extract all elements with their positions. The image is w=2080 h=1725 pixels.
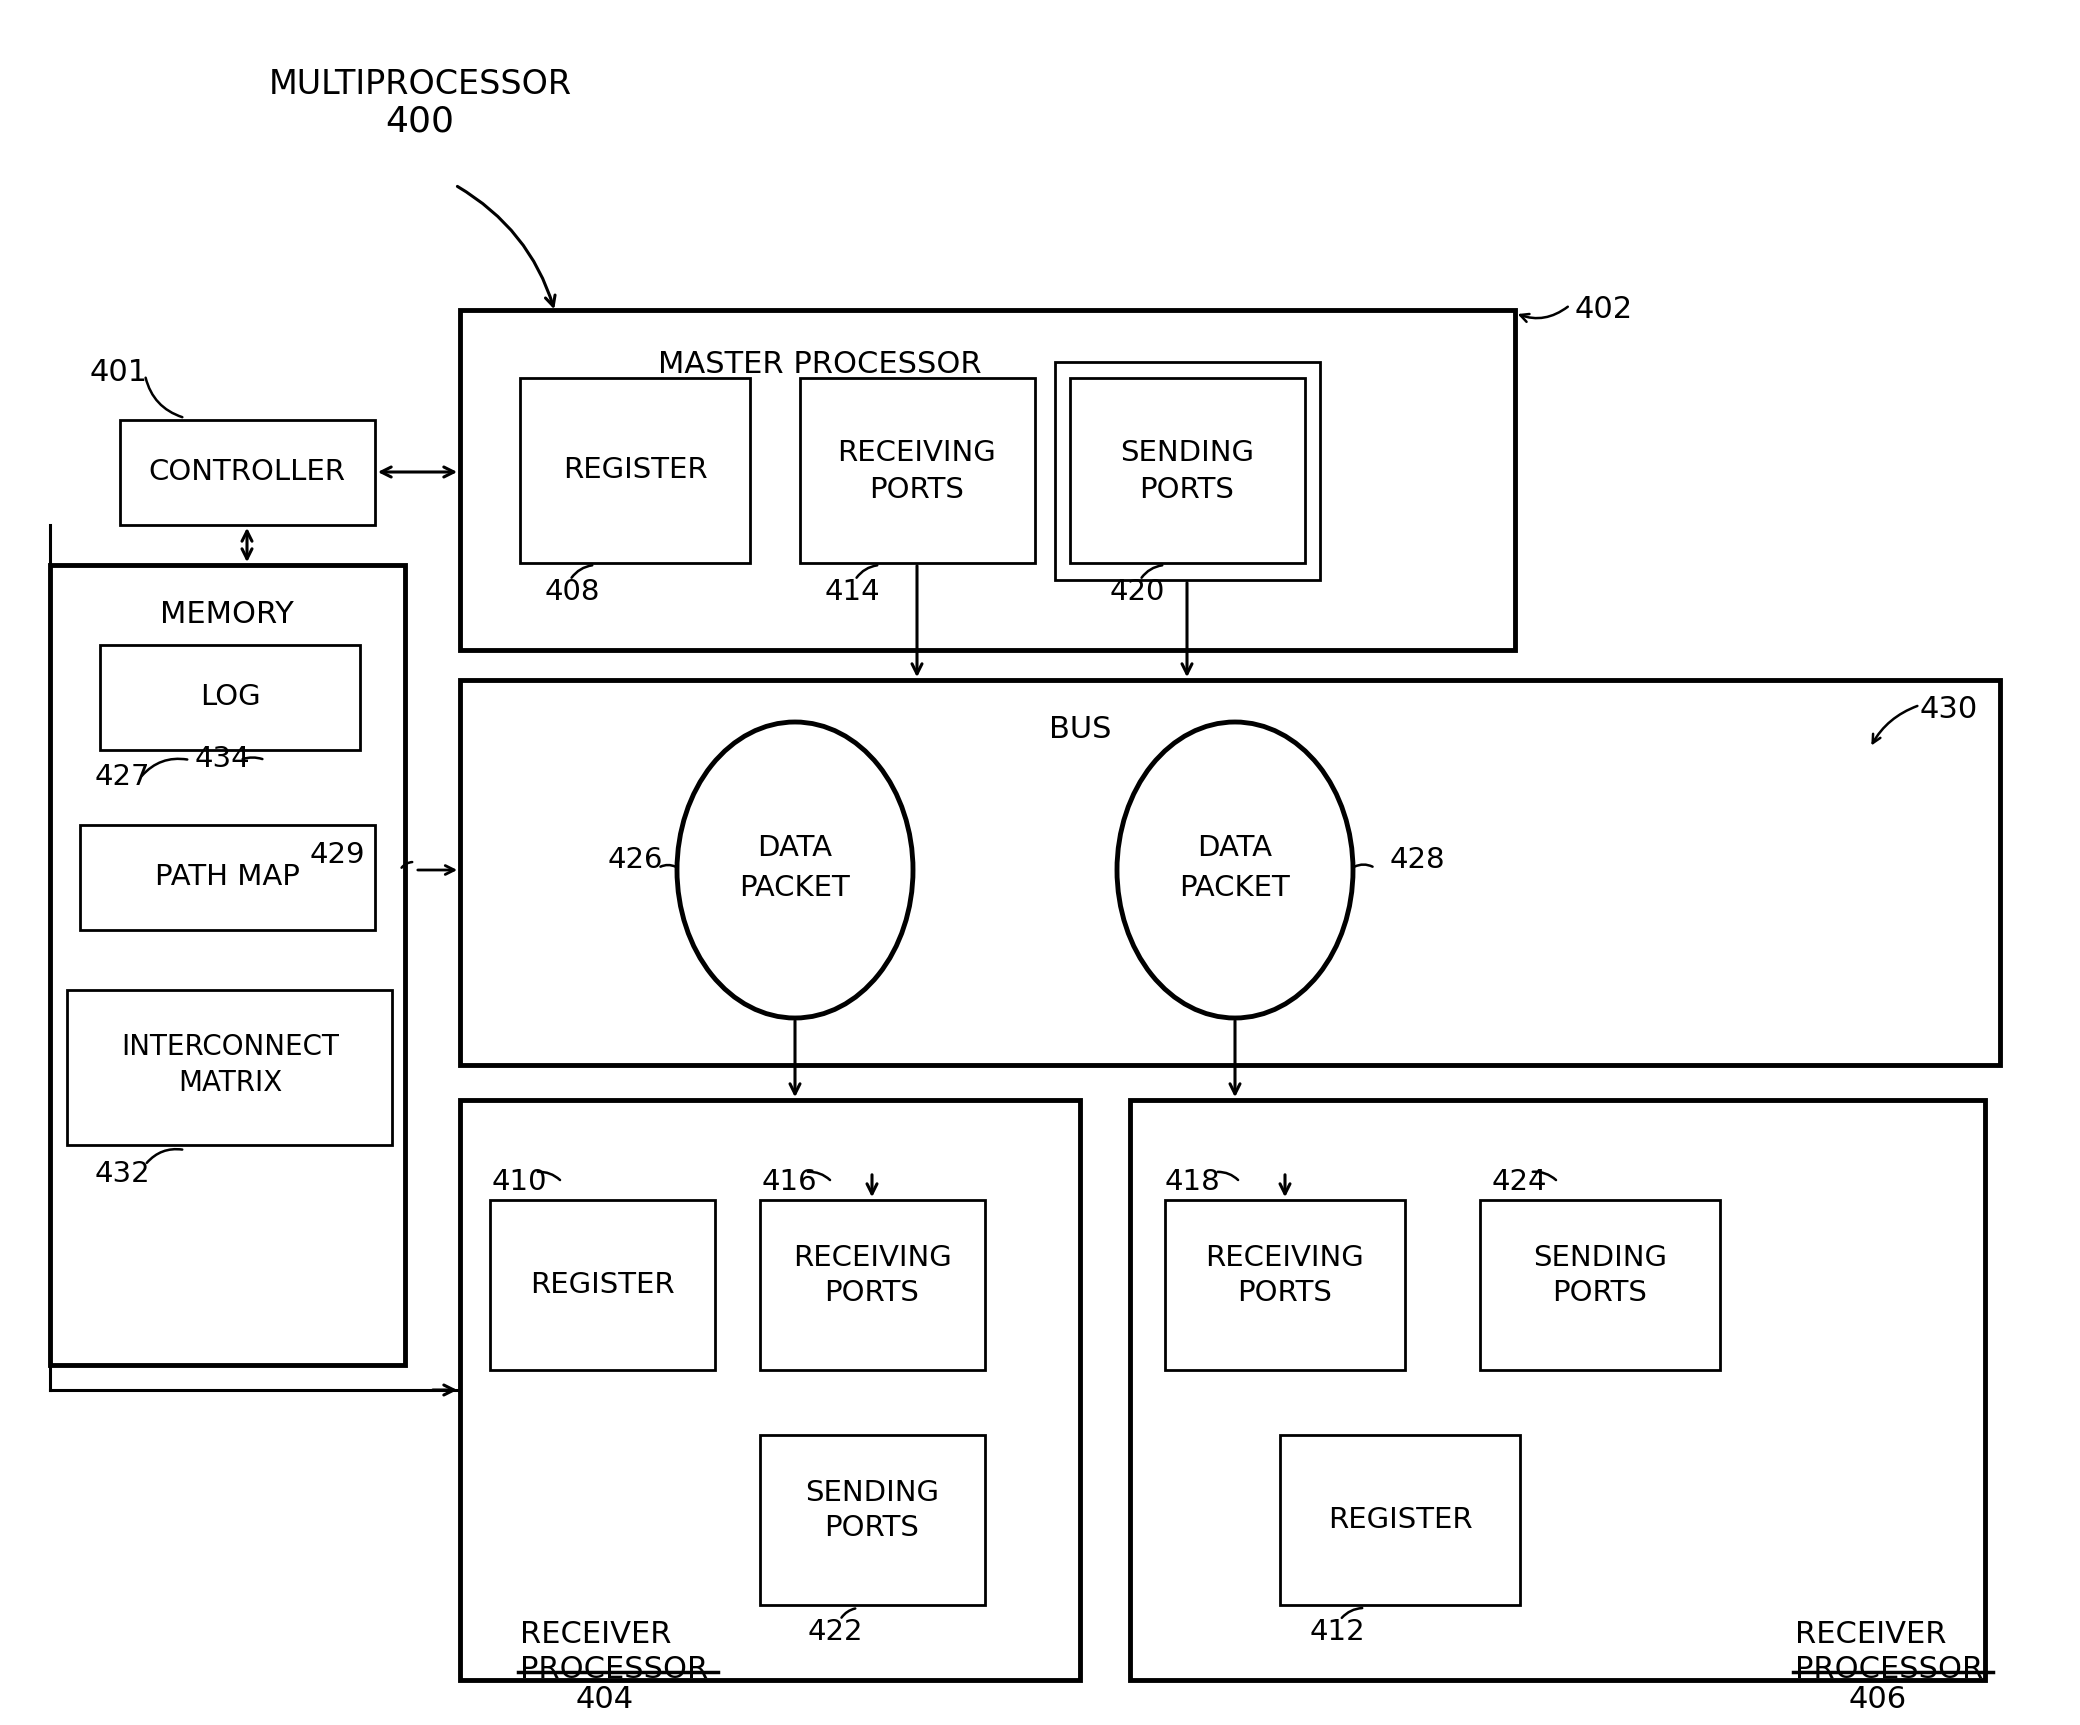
Text: PORTS: PORTS (1238, 1278, 1333, 1308)
Bar (759, 1201, 986, 1370)
Text: RECEIVING: RECEIVING (838, 438, 996, 467)
Text: MASTER PROCESSOR: MASTER PROCESSOR (657, 350, 982, 380)
Text: SENDING: SENDING (1533, 1244, 1666, 1271)
Text: 434: 434 (196, 745, 250, 773)
Text: REGISTER: REGISTER (530, 1271, 674, 1299)
Bar (1279, 1435, 1520, 1604)
Bar (801, 378, 1036, 562)
Text: REGISTER: REGISTER (1327, 1506, 1473, 1534)
Bar (67, 990, 391, 1145)
Text: 427: 427 (96, 762, 150, 792)
Ellipse shape (676, 723, 913, 1018)
Text: CONTROLLER: CONTROLLER (148, 459, 345, 486)
Text: PORTS: PORTS (869, 476, 965, 504)
Text: DATA: DATA (757, 833, 832, 862)
Bar (460, 1101, 1080, 1680)
Text: 414: 414 (826, 578, 880, 605)
Text: 412: 412 (1310, 1618, 1367, 1646)
Bar (1481, 1201, 1720, 1370)
Text: PORTS: PORTS (1552, 1278, 1647, 1308)
Text: MEMORY: MEMORY (160, 600, 293, 630)
Bar (1129, 1101, 1984, 1680)
Bar (460, 310, 1514, 650)
Text: 400: 400 (385, 105, 456, 140)
Bar (100, 645, 360, 750)
Text: 418: 418 (1165, 1168, 1221, 1195)
Text: INTERCONNECT: INTERCONNECT (121, 1033, 339, 1061)
Bar (1069, 378, 1304, 562)
Text: SENDING: SENDING (1119, 438, 1254, 467)
Text: 402: 402 (1575, 295, 1633, 324)
Text: 422: 422 (807, 1618, 863, 1646)
Bar (1055, 362, 1321, 580)
Text: PROCESSOR: PROCESSOR (520, 1654, 709, 1684)
Text: 432: 432 (96, 1159, 150, 1189)
Text: DATA: DATA (1198, 833, 1273, 862)
Text: 426: 426 (607, 845, 664, 875)
Bar (79, 825, 374, 930)
Bar (50, 566, 406, 1364)
Text: PACKET: PACKET (1179, 875, 1290, 902)
Text: SENDING: SENDING (805, 1478, 938, 1508)
Text: MATRIX: MATRIX (179, 1070, 283, 1097)
Text: 401: 401 (89, 359, 148, 386)
Text: PROCESSOR: PROCESSOR (1795, 1654, 1982, 1684)
Text: 406: 406 (1849, 1685, 1907, 1715)
Bar (520, 378, 751, 562)
Text: 428: 428 (1389, 845, 1446, 875)
Ellipse shape (1117, 723, 1352, 1018)
Text: RECEIVER: RECEIVER (1795, 1620, 1947, 1649)
Text: PACKET: PACKET (740, 875, 851, 902)
Text: RECEIVING: RECEIVING (792, 1244, 951, 1271)
Bar (491, 1201, 716, 1370)
Text: RECEIVING: RECEIVING (1206, 1244, 1364, 1271)
Text: 416: 416 (761, 1168, 817, 1195)
Text: PATH MAP: PATH MAP (154, 862, 300, 892)
Bar (121, 419, 374, 524)
Bar (460, 680, 2001, 1064)
Bar (759, 1435, 986, 1604)
Text: 420: 420 (1111, 578, 1165, 605)
Text: 429: 429 (310, 842, 366, 869)
Text: 430: 430 (1920, 695, 1978, 724)
Bar (1165, 1201, 1404, 1370)
Text: PORTS: PORTS (824, 1515, 919, 1542)
Text: LOG: LOG (200, 683, 260, 711)
Text: 408: 408 (545, 578, 601, 605)
Text: MULTIPROCESSOR: MULTIPROCESSOR (268, 67, 572, 102)
Text: BUS: BUS (1048, 714, 1111, 743)
Text: PORTS: PORTS (1140, 476, 1233, 504)
Text: 424: 424 (1491, 1168, 1548, 1195)
Text: 404: 404 (576, 1685, 634, 1715)
Text: REGISTER: REGISTER (564, 455, 707, 485)
Text: PORTS: PORTS (824, 1278, 919, 1308)
Text: 410: 410 (493, 1168, 547, 1195)
Text: RECEIVER: RECEIVER (520, 1620, 672, 1649)
